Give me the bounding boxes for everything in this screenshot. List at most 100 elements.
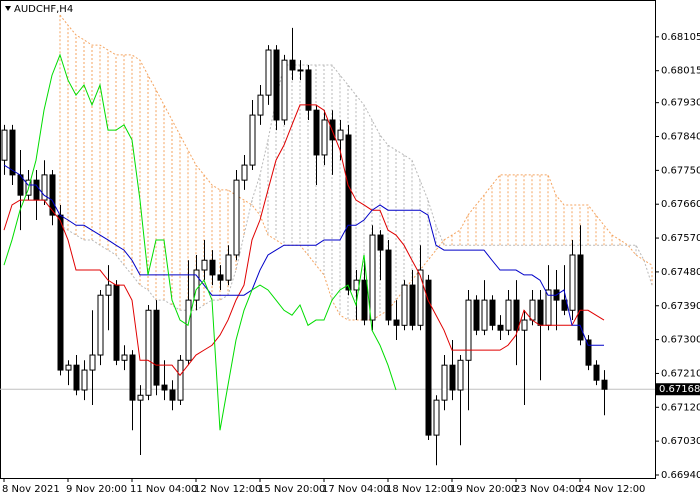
candle-body xyxy=(369,234,376,321)
candle-body xyxy=(289,59,296,71)
candle-body xyxy=(233,179,240,256)
candle-body xyxy=(449,364,456,391)
indicator-line xyxy=(3,164,604,346)
candle-body xyxy=(193,269,200,301)
candle-body xyxy=(313,109,320,156)
candle-body xyxy=(433,399,440,436)
candle-body xyxy=(225,254,232,281)
candle-body xyxy=(105,284,112,296)
candle-body xyxy=(585,339,592,366)
y-tick-label: 0.66940 xyxy=(661,470,700,481)
y-tick-label: 0.68015 xyxy=(661,66,700,77)
candle-body xyxy=(337,129,344,141)
candle-body xyxy=(241,164,248,181)
candle-body xyxy=(441,364,448,401)
candle-body xyxy=(401,284,408,326)
candle-body xyxy=(457,359,464,391)
y-tick-label: 0.67930 xyxy=(661,98,700,109)
candle-body xyxy=(153,309,160,386)
x-tick-label: 24 Nov 12:00 xyxy=(578,484,645,495)
candle-body xyxy=(361,279,368,321)
candle-body xyxy=(1,129,8,161)
candle-body xyxy=(57,214,64,371)
candle-body xyxy=(425,279,432,436)
candle-body xyxy=(489,299,496,326)
chart-title: AUDCHF,H4 xyxy=(14,4,73,15)
candle-body xyxy=(537,299,544,326)
candle-body xyxy=(97,294,104,356)
candle-body xyxy=(569,254,576,311)
candle-body xyxy=(513,299,520,331)
y-tick-label: 0.67750 xyxy=(661,165,700,176)
candle-body xyxy=(281,59,288,121)
y-tick-label: 0.67210 xyxy=(661,368,700,379)
x-tick-label: 23 Nov 04:00 xyxy=(514,484,581,495)
y-tick-label: 0.67660 xyxy=(661,199,700,210)
candle-body xyxy=(129,354,136,401)
y-tick-label: 0.67390 xyxy=(661,301,700,312)
candle-body xyxy=(73,364,80,391)
x-tick-label: 11 Nov 04:00 xyxy=(130,484,197,495)
candle-body xyxy=(297,69,304,72)
candle-body xyxy=(177,359,184,401)
candle-body xyxy=(305,69,312,111)
candle-body xyxy=(81,369,88,391)
candle-body xyxy=(497,324,504,331)
candle-body xyxy=(89,354,96,371)
candle-body xyxy=(273,49,280,121)
y-tick-label: 0.67120 xyxy=(661,402,700,413)
price-label-box xyxy=(656,383,700,396)
candle-body xyxy=(409,284,416,326)
candle-body xyxy=(529,299,536,321)
candle-body xyxy=(329,119,336,141)
candle-body xyxy=(201,259,208,271)
candle-body xyxy=(217,274,224,281)
candle-body xyxy=(417,269,424,326)
candle-body xyxy=(465,299,472,361)
candle-body xyxy=(473,299,480,331)
candle-body xyxy=(393,319,400,326)
candle-body xyxy=(113,284,120,361)
y-tick-label: 0.68105 xyxy=(661,32,700,43)
x-tick-label: 17 Nov 04:00 xyxy=(322,484,389,495)
x-tick-label: 18 Nov 12:00 xyxy=(386,484,453,495)
candle-body xyxy=(121,354,128,361)
candle-body xyxy=(161,384,168,391)
candle-body xyxy=(209,259,216,276)
candle-body xyxy=(345,134,352,291)
candle-body xyxy=(593,364,600,381)
candle-body xyxy=(9,129,16,176)
price-label: 0.67168 xyxy=(659,384,700,395)
span-a xyxy=(59,64,653,311)
candle-body xyxy=(265,49,272,96)
candle-body xyxy=(481,299,488,331)
candle-body xyxy=(377,234,384,251)
candle-body xyxy=(505,299,512,331)
x-tick-label: 12 Nov 12:00 xyxy=(194,484,261,495)
candle-body xyxy=(257,94,264,116)
indicator-line xyxy=(3,53,397,431)
symbol-marker xyxy=(5,6,11,11)
candle-body xyxy=(385,249,392,321)
x-tick-label: 19 Nov 20:00 xyxy=(450,484,517,495)
candle-body xyxy=(49,174,56,216)
candle-body xyxy=(169,389,176,401)
x-tick-label: 9 Nov 20:00 xyxy=(66,484,127,495)
x-tick-label: 8 Nov 2021 xyxy=(2,484,60,495)
candle-body xyxy=(521,319,528,331)
candle-body xyxy=(65,364,72,371)
candle-body xyxy=(321,119,328,156)
span-b xyxy=(59,14,653,321)
candle-body xyxy=(145,309,152,396)
candle-body xyxy=(601,379,608,390)
x-tick-label: 15 Nov 20:00 xyxy=(258,484,325,495)
y-tick-label: 0.67480 xyxy=(661,267,700,278)
candle-body xyxy=(185,299,192,361)
y-tick-label: 0.67030 xyxy=(661,436,700,447)
y-tick-label: 0.67300 xyxy=(661,335,700,346)
candle-body xyxy=(577,254,584,341)
y-tick-label: 0.67840 xyxy=(661,132,700,143)
indicator-line xyxy=(3,104,605,377)
candle-body xyxy=(249,114,256,166)
